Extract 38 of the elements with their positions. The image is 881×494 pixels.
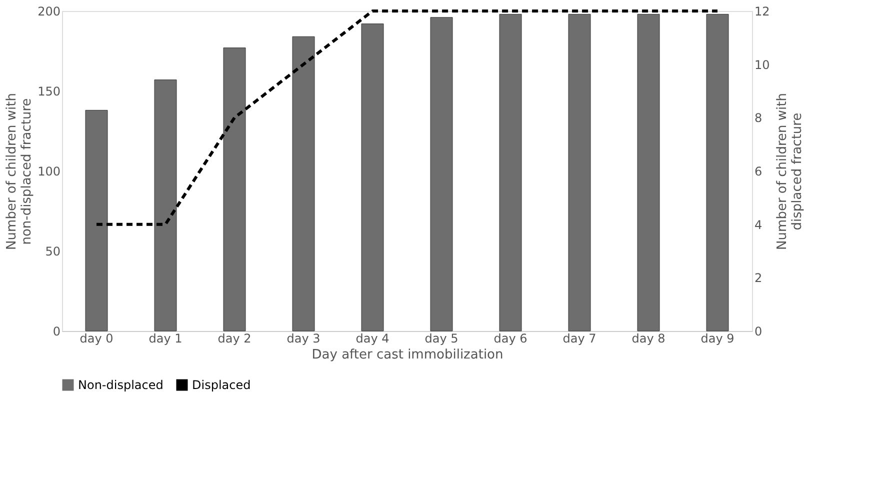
line-series (95, 10, 719, 226)
bar (154, 80, 177, 332)
legend-label: Displaced (192, 378, 251, 392)
x-tick-label: day 1 (148, 332, 182, 346)
x-tick-label: day 5 (424, 332, 458, 346)
x-tick-label: day 8 (632, 332, 666, 346)
bar (361, 24, 384, 332)
y-tick-label: 100 (38, 164, 60, 178)
bar (706, 14, 729, 332)
y2-tick-label: 6 (754, 164, 762, 178)
x-tick-label: day 7 (562, 332, 596, 346)
x-tick-label: day 0 (80, 332, 114, 346)
bar (292, 36, 315, 332)
y2-axis-title: Number of children with displaced fracture (774, 93, 805, 250)
bar (637, 14, 660, 332)
y-tick-label: 200 (38, 4, 60, 18)
bar (568, 14, 591, 332)
y-tick-label: 0 (52, 324, 60, 338)
legend-label: Non-displaced (78, 378, 164, 392)
bar (499, 14, 522, 332)
y-tick-label: 150 (38, 84, 60, 98)
y-axis-title: Number of children with non-displaced fracture (4, 93, 35, 250)
x-axis-title: Day after cast immobilization (312, 348, 504, 362)
x-tick-label: day 2 (218, 332, 252, 346)
y2-tick-label: 12 (754, 4, 770, 18)
y2-tick-label: 2 (754, 271, 762, 286)
x-tick-label: day 6 (494, 332, 528, 346)
y2-tick-label: 4 (754, 218, 762, 232)
x-tick-label: day 3 (286, 332, 320, 346)
y2-tick-label: 8 (754, 111, 762, 126)
y2-tick-label: 0 (754, 324, 762, 338)
bar (430, 17, 453, 332)
x-tick-label: day 9 (700, 332, 734, 346)
y2-tick-label: 10 (754, 58, 770, 72)
bar (223, 48, 246, 332)
bar (85, 110, 108, 332)
y-tick-label: 50 (45, 244, 60, 258)
x-tick-label: day 4 (356, 332, 390, 346)
